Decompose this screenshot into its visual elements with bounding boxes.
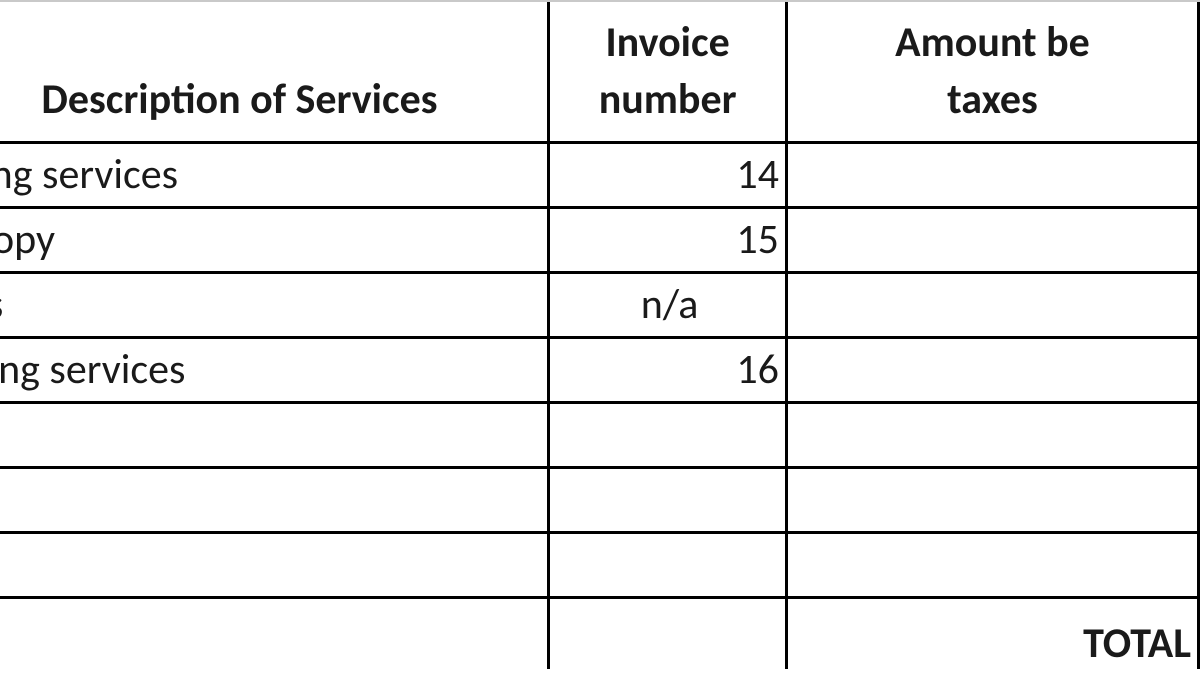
cell-description[interactable]: diting services [0,337,549,402]
cell-invoice-no[interactable]: 15 [549,207,787,272]
table-row[interactable] [0,532,1199,597]
cell-description[interactable] [0,597,549,669]
header-text-line1: Invoice [605,17,729,68]
table-row[interactable]: diting services 16 [0,337,1199,402]
cell-invoice-no[interactable] [549,402,787,467]
table-row[interactable] [0,467,1199,532]
cell-description[interactable] [0,532,549,597]
cell-amount[interactable] [786,272,1198,337]
cell-invoice-no[interactable] [549,532,787,597]
col-header-description[interactable]: Description of Services [0,2,549,142]
cell-amount[interactable] [786,142,1198,207]
cell-total-label[interactable]: TOTAL [786,597,1198,669]
header-text: Description of Services [41,74,437,125]
cell-description[interactable]: riting services [0,142,549,207]
cell-description[interactable] [0,402,549,467]
col-header-invoice-number[interactable]: Invoice number [549,2,787,142]
cell-invoice-no[interactable]: n/a [549,272,787,337]
cell-amount[interactable] [786,467,1198,532]
table-row[interactable]: riting services 14 [0,142,1199,207]
cell-amount[interactable] [786,532,1198,597]
cell-invoice-no[interactable]: 16 [549,337,787,402]
header-text-line2: number [599,74,737,125]
cell-amount[interactable] [786,402,1198,467]
cell-invoice-no[interactable] [549,597,787,669]
cell-amount[interactable] [786,207,1198,272]
header-row: Description of Services Invoice number A… [0,2,1199,142]
cell-amount[interactable] [786,337,1198,402]
cell-description[interactable]: d copy [0,207,549,272]
table-row[interactable]: d copy 15 [0,207,1199,272]
header-text-line2: taxes [947,74,1038,125]
cell-invoice-no[interactable] [549,467,787,532]
cell-invoice-no[interactable]: 14 [549,142,787,207]
cell-description[interactable]: ubs [0,272,549,337]
services-table[interactable]: Description of Services Invoice number A… [0,2,1200,669]
cell-description[interactable] [0,467,549,532]
table-row[interactable]: ubs n/a [0,272,1199,337]
table-row[interactable] [0,402,1199,467]
col-header-amount[interactable]: Amount be taxes [786,2,1198,142]
header-text-line1: Amount be [895,17,1090,68]
total-row[interactable]: TOTAL [0,597,1199,669]
spreadsheet-region: Description of Services Invoice number A… [0,0,1200,669]
